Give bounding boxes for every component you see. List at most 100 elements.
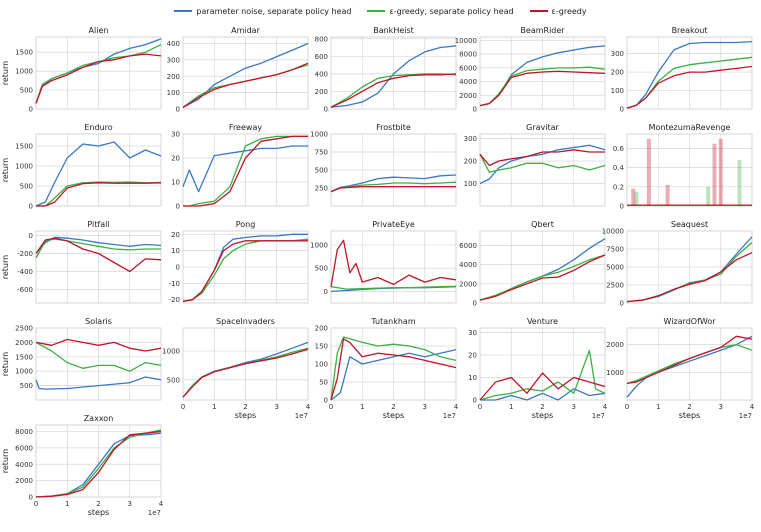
- y-tick-label: 2000: [15, 339, 33, 347]
- y-tick-label: 1000: [15, 368, 33, 376]
- y-tick-label: 8000: [15, 428, 33, 436]
- x-axis-label: steps: [235, 411, 256, 420]
- chart-pitfall: 0 -200 -400 -600 Pitfall return: [1, 220, 162, 304]
- y-tick-label: 8000: [459, 51, 477, 59]
- x-tick-label: 3: [128, 500, 132, 508]
- legend-swatch-blue: [174, 10, 193, 12]
- y-tick-label: 500: [20, 382, 33, 390]
- series-line-blue: [182, 145, 308, 193]
- x-tick-label: 2: [96, 500, 100, 508]
- chart-title: PrivateEye: [372, 220, 415, 229]
- series-line-red: [330, 338, 457, 401]
- series-line-blue: [330, 348, 457, 401]
- y-tick-label: 1000: [15, 68, 33, 76]
- y-tick-label: 10: [171, 247, 180, 255]
- y-tick-label: 1000: [310, 131, 328, 139]
- x-scale-label: 1e7: [592, 412, 605, 420]
- y-tick-label: 400: [167, 40, 180, 48]
- chart-venture: 0 10 20 30 Venture 0 1 2 3 4 steps 1e7: [468, 317, 608, 420]
- chart-title: Pitfall: [87, 220, 109, 229]
- x-tick-label: 0: [478, 403, 482, 411]
- x-tick-label: 2: [391, 403, 395, 411]
- x-tick-label: 1: [360, 403, 364, 411]
- chart-title: Frostbite: [376, 123, 411, 132]
- chart-pong: -20 -10 0 10 20 Pong: [169, 220, 309, 304]
- y-tick-label: 0: [29, 232, 33, 240]
- y-tick-label: 100: [167, 89, 180, 97]
- x-tick-label: 1: [656, 403, 660, 411]
- series-line-blue: [35, 376, 162, 390]
- y-tick-label: 0.6: [613, 145, 625, 153]
- y-tick-label: 300: [611, 50, 624, 58]
- series-line-green: [479, 254, 606, 301]
- y-tick-label: 1500: [15, 353, 33, 361]
- x-tick-label: 4: [306, 403, 311, 411]
- y-tick-label: 500: [20, 183, 33, 191]
- y-tick-label: 0: [29, 494, 33, 502]
- series-line-red: [182, 62, 309, 108]
- chart-title: Alien: [89, 26, 109, 35]
- x-scale-label: 1e7: [148, 509, 161, 517]
- chart-title: Pong: [236, 220, 256, 229]
- chart-title: Tutankham: [370, 317, 415, 326]
- series-line-green: [330, 285, 457, 290]
- y-tick-label: 200: [167, 73, 180, 81]
- bar-green: [634, 191, 639, 206]
- series-line-green: [479, 349, 606, 401]
- series-line-green: [330, 73, 457, 108]
- legend-label-green: ε-greedy, separate policy head: [389, 6, 514, 16]
- chart-privateeye: 0 500 1000 PrivateEye: [310, 220, 457, 304]
- series-line-blue: [35, 141, 162, 207]
- y-tick-label: 0: [176, 264, 180, 272]
- x-tick-label: 2: [243, 403, 247, 411]
- y-tick-label: 1500: [15, 143, 33, 151]
- legend-item-blue: parameter noise, separate policy head: [174, 4, 351, 18]
- x-scale-label: 1e7: [295, 412, 308, 420]
- x-tick-label: 2: [687, 403, 691, 411]
- legend-item-green: ε-greedy, separate policy head: [367, 4, 514, 18]
- y-tick-label: 1500: [15, 49, 33, 57]
- series-line-red: [479, 254, 606, 301]
- chart-title: Qbert: [531, 220, 554, 229]
- y-tick-label: 0: [176, 203, 180, 211]
- series-line-blue: [626, 335, 753, 398]
- y-tick-label: 0: [29, 203, 33, 211]
- bar-red: [718, 138, 723, 206]
- series-line-red: [182, 240, 308, 303]
- bar-red: [631, 188, 636, 206]
- x-tick-label: 2: [540, 403, 544, 411]
- chart-title: BeamRider: [520, 26, 565, 35]
- chart-title: BankHeist: [373, 26, 414, 35]
- x-tick-label: 1: [212, 403, 216, 411]
- series-line-green: [183, 135, 308, 207]
- y-tick-label: 0: [324, 288, 328, 296]
- series-line-red: [35, 53, 162, 104]
- bar-red: [712, 143, 717, 206]
- x-axis-label: steps: [679, 411, 700, 420]
- x-axis-label: steps: [532, 411, 553, 420]
- series-line-red: [330, 239, 457, 287]
- y-tick-label: 0: [473, 106, 477, 114]
- chart-beamrider: 0 2000 4000 6000 8000 10000 BeamRider: [455, 26, 606, 114]
- chart-title: Zaxxon: [84, 414, 114, 423]
- chart-title: Breakout: [672, 26, 708, 35]
- y-axis-label: return: [1, 158, 10, 182]
- y-tick-label: 50: [319, 379, 328, 387]
- y-tick-label: 0: [29, 106, 33, 114]
- series-line-red: [626, 252, 753, 303]
- chart-title: Venture: [527, 317, 558, 326]
- series-line-red: [626, 65, 753, 109]
- chart-bankheist: 0 200 400 600 800 BankHeist: [315, 26, 457, 114]
- y-tick-label: 10: [468, 374, 477, 382]
- y-tick-label: -10: [169, 280, 180, 288]
- chart-wizardofwor: 1000 2000 WizardOfWor 0 1 2 3 4 steps 1e7: [606, 317, 755, 420]
- y-tick-label: 4000: [459, 78, 477, 86]
- series-line-blue: [479, 144, 606, 185]
- x-tick-label: 3: [572, 403, 576, 411]
- chart-title: Enduro: [84, 123, 112, 132]
- chart-enduro: 0 500 1000 1500 Enduro return: [1, 123, 162, 211]
- y-tick-label: -200: [17, 250, 33, 258]
- y-tick-label: 10: [171, 179, 180, 187]
- chart-title: MontezumaRevenge: [649, 123, 731, 132]
